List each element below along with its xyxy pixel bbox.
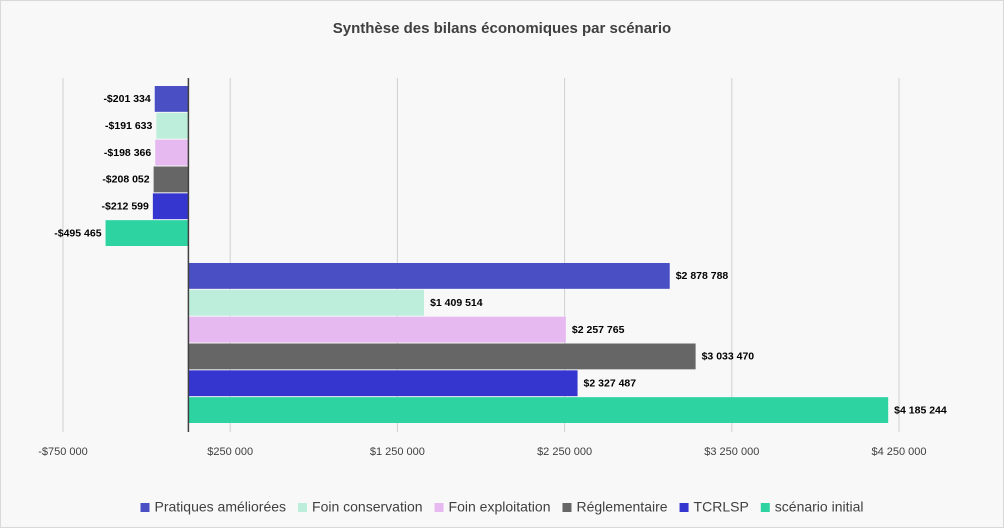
x-tick-label: $4 250 000 [871, 446, 926, 458]
legend-label: Foin exploitation [449, 499, 551, 515]
legend-swatch [434, 503, 444, 512]
chart-title: Synthèse des bilans économiques par scén… [333, 20, 671, 37]
bar [153, 166, 189, 193]
x-tick-label: $1 250 000 [370, 446, 425, 458]
x-tick-label: -$750 000 [38, 446, 88, 458]
legend-label: TCRLSP [694, 499, 749, 515]
legend-swatch [679, 503, 689, 512]
bar [188, 370, 578, 397]
data-label: $2 257 765 [572, 324, 625, 336]
legend-swatch [140, 503, 150, 512]
legend-label: scénario initial [775, 499, 864, 515]
legend-swatch [760, 503, 770, 512]
legend-label: Réglementaire [576, 499, 667, 515]
data-label: $2 878 788 [676, 270, 729, 282]
legend-label: Pratiques améliorées [155, 499, 287, 515]
data-label: $4 185 244 [894, 404, 947, 416]
bar [155, 139, 189, 166]
bar [188, 397, 889, 423]
bar [188, 316, 566, 343]
data-label: -$191 633 [105, 120, 152, 132]
legend-swatch [562, 503, 572, 512]
data-label: -$212 599 [102, 201, 149, 213]
data-label: $2 327 487 [584, 378, 637, 390]
bar [152, 193, 189, 220]
bar [188, 263, 670, 289]
legend-swatch [298, 503, 308, 512]
data-label: -$201 334 [103, 93, 150, 105]
x-tick-label: $2 250 000 [537, 446, 592, 458]
data-label: -$208 052 [102, 174, 149, 186]
bar [156, 112, 189, 139]
bar [154, 86, 189, 112]
bar [105, 220, 189, 246]
data-label: $1 409 514 [430, 297, 483, 309]
data-label: $3 033 470 [702, 351, 755, 363]
bar [188, 289, 425, 316]
legend-label: Foin conservation [312, 499, 423, 515]
x-tick-label: $250 000 [207, 446, 253, 458]
data-label: -$495 465 [54, 227, 101, 239]
data-label: -$198 366 [104, 147, 151, 159]
x-tick-label: $3 250 000 [704, 446, 759, 458]
bar [188, 343, 696, 370]
